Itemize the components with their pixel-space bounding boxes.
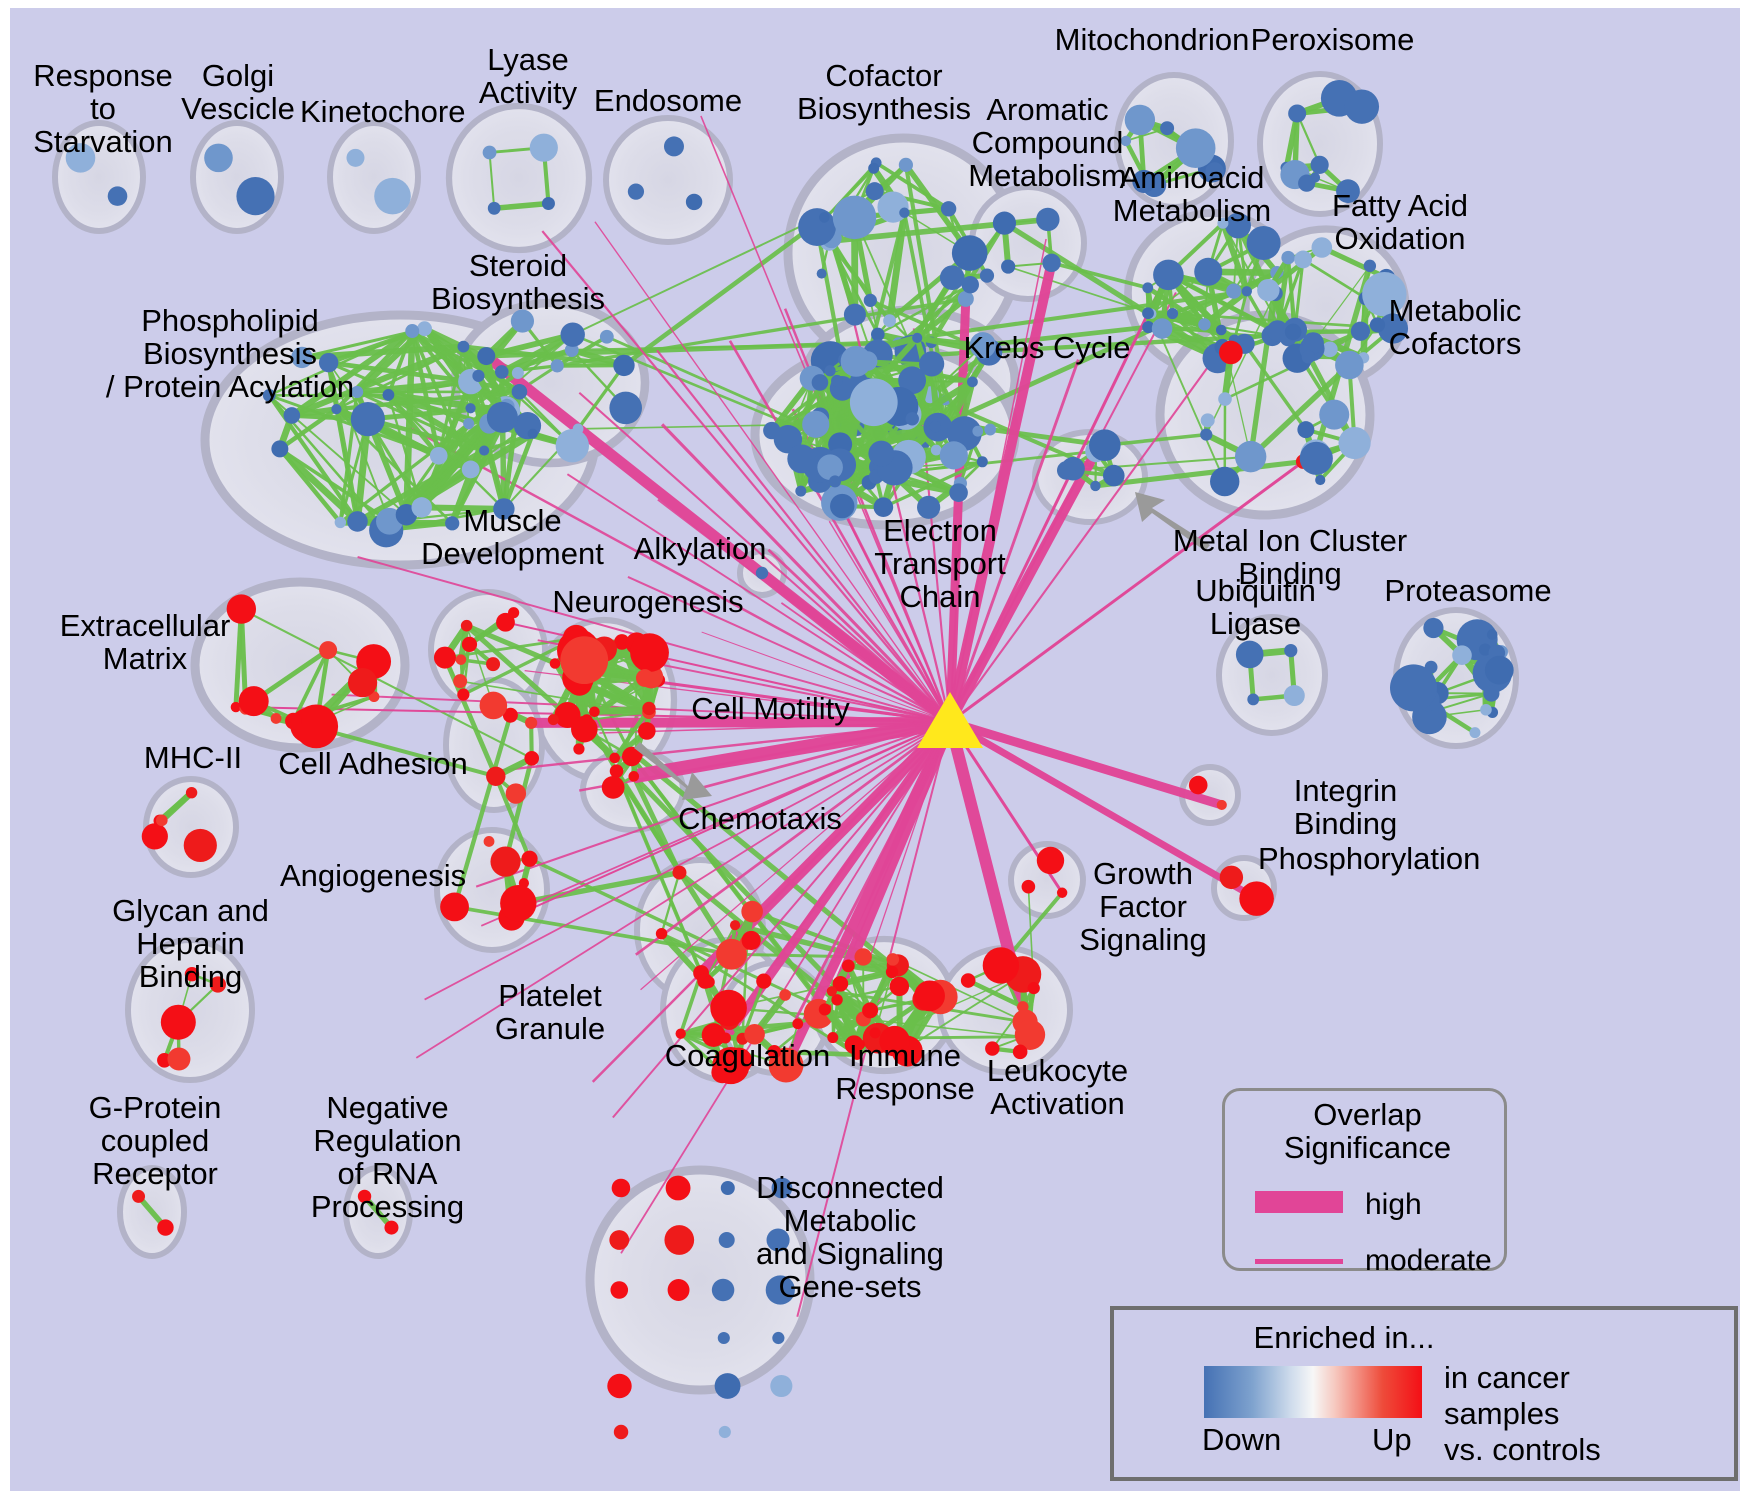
cluster-label-metal-ion-cluster: Metal Ion Cluster Binding (1172, 523, 1408, 591)
cluster-label-cell-adhesion: Cell Adhesion (278, 746, 468, 781)
cluster-label-aromatic-compound: Aromatic Compound Metabolism (968, 92, 1127, 193)
overlap-high-swatch (1255, 1191, 1343, 1213)
overlap-significance-legend: Overlap Significance high moderate (1222, 1088, 1507, 1277)
cluster-label-response-to-starvation: Response to Starvation (33, 58, 173, 159)
cluster-label-endosome: Endosome (593, 83, 743, 118)
overlap-moderate-label: moderate (1365, 1244, 1492, 1277)
cluster-label-steroid-biosynthesis: Steroid Biosynthesis (430, 248, 606, 316)
cluster-label-phosphorylation: Phosphorylation (1258, 841, 1481, 876)
cluster-label-lyase-activity: Lyase Activity (478, 42, 578, 110)
cluster-label-extracellular-matrix: Extracellular Matrix (59, 608, 231, 676)
cluster-label-disconnected: Disconnected Metabolic and Signaling Gen… (756, 1170, 944, 1304)
enrichment-down-label: Down (1202, 1422, 1282, 1457)
cluster-label-fatty-acid-oxidation: Fatty Acid Oxidation (1331, 188, 1469, 256)
cluster-label-cell-motility: Cell Motility (691, 691, 850, 726)
overlap-legend-title: Overlap Significance (1283, 1097, 1452, 1165)
cluster-label-gpcr: G-Protein coupled Receptor (88, 1090, 222, 1191)
cluster-label-ubiquitin-ligase: Ubiquitin Ligase (1195, 573, 1316, 641)
cluster-label-coagulation: Coagulation (664, 1038, 831, 1073)
enrichment-legend: Enriched in... Down Up in cancer samples… (1110, 1306, 1738, 1481)
cluster-label-kinetochore: Kinetochore (300, 94, 466, 129)
cluster-label-phospholipid-biosynth: Phospholipid Biosynthesis / Protein Acyl… (105, 303, 355, 404)
cluster-label-neg-reg-rna: Negative Regulation of RNA Processing (310, 1090, 465, 1224)
enrichment-colorbar (1204, 1366, 1422, 1418)
cluster-label-golgi-vescicle: Golgi Vescicle (181, 58, 295, 126)
cluster-label-mitochondrion: Mitochondrion (1054, 22, 1250, 57)
cluster-label-integrin-binding: Integrin Binding (1293, 773, 1398, 841)
cluster-label-electron-transport: Electron Transport Chain (874, 513, 1006, 614)
cluster-label-neurogenesis: Neurogenesis (552, 584, 744, 619)
annotation-arrows (634, 492, 1210, 800)
cluster-label-alkylation: Alkylation (633, 531, 767, 566)
cluster-label-cofactor-biosynthesis: Cofactor Biosynthesis (796, 58, 972, 126)
cluster-label-chemotaxis: Chemotaxis (678, 801, 842, 836)
cluster-label-platelet-granule: Platelet Granule (494, 978, 606, 1046)
hub-triangle-icon[interactable] (917, 692, 983, 748)
cluster-label-leukocyte-activation: Leukocyte Activation (986, 1053, 1129, 1121)
enrichment-side-label: in cancer samples vs. controls (1444, 1360, 1601, 1467)
cluster-label-metabolic-cofactors: Metabolic Cofactors (1388, 293, 1522, 361)
cluster-label-glycan-heparin: Glycan and Heparin Binding (112, 893, 269, 994)
cluster-label-growth-factor-signaling: Growth Factor Signaling (1079, 856, 1207, 957)
overlap-moderate-swatch (1255, 1259, 1343, 1264)
cluster-label-krebs-cycle: Krebs Cycle (963, 330, 1131, 365)
cluster-label-mhc-ii: MHC-II (143, 740, 243, 775)
cluster-label-angiogenesis: Angiogenesis (280, 858, 467, 893)
gene-set-nodes (65, 79, 1514, 1440)
cluster-label-peroxisome: Peroxisome (1250, 22, 1415, 57)
overlap-high-label: high (1365, 1188, 1422, 1221)
cluster-label-muscle-development: Muscle Development (421, 503, 604, 571)
cluster-label-immune-response: Immune Response (835, 1038, 975, 1106)
cluster-label-aminoacid-metabolism: Aminoacid Metabolism (1112, 160, 1272, 228)
cluster-label-proteasome: Proteasome (1384, 573, 1552, 608)
enrichment-up-label: Up (1372, 1422, 1412, 1457)
enrichment-legend-title: Enriched in... (1253, 1320, 1435, 1355)
